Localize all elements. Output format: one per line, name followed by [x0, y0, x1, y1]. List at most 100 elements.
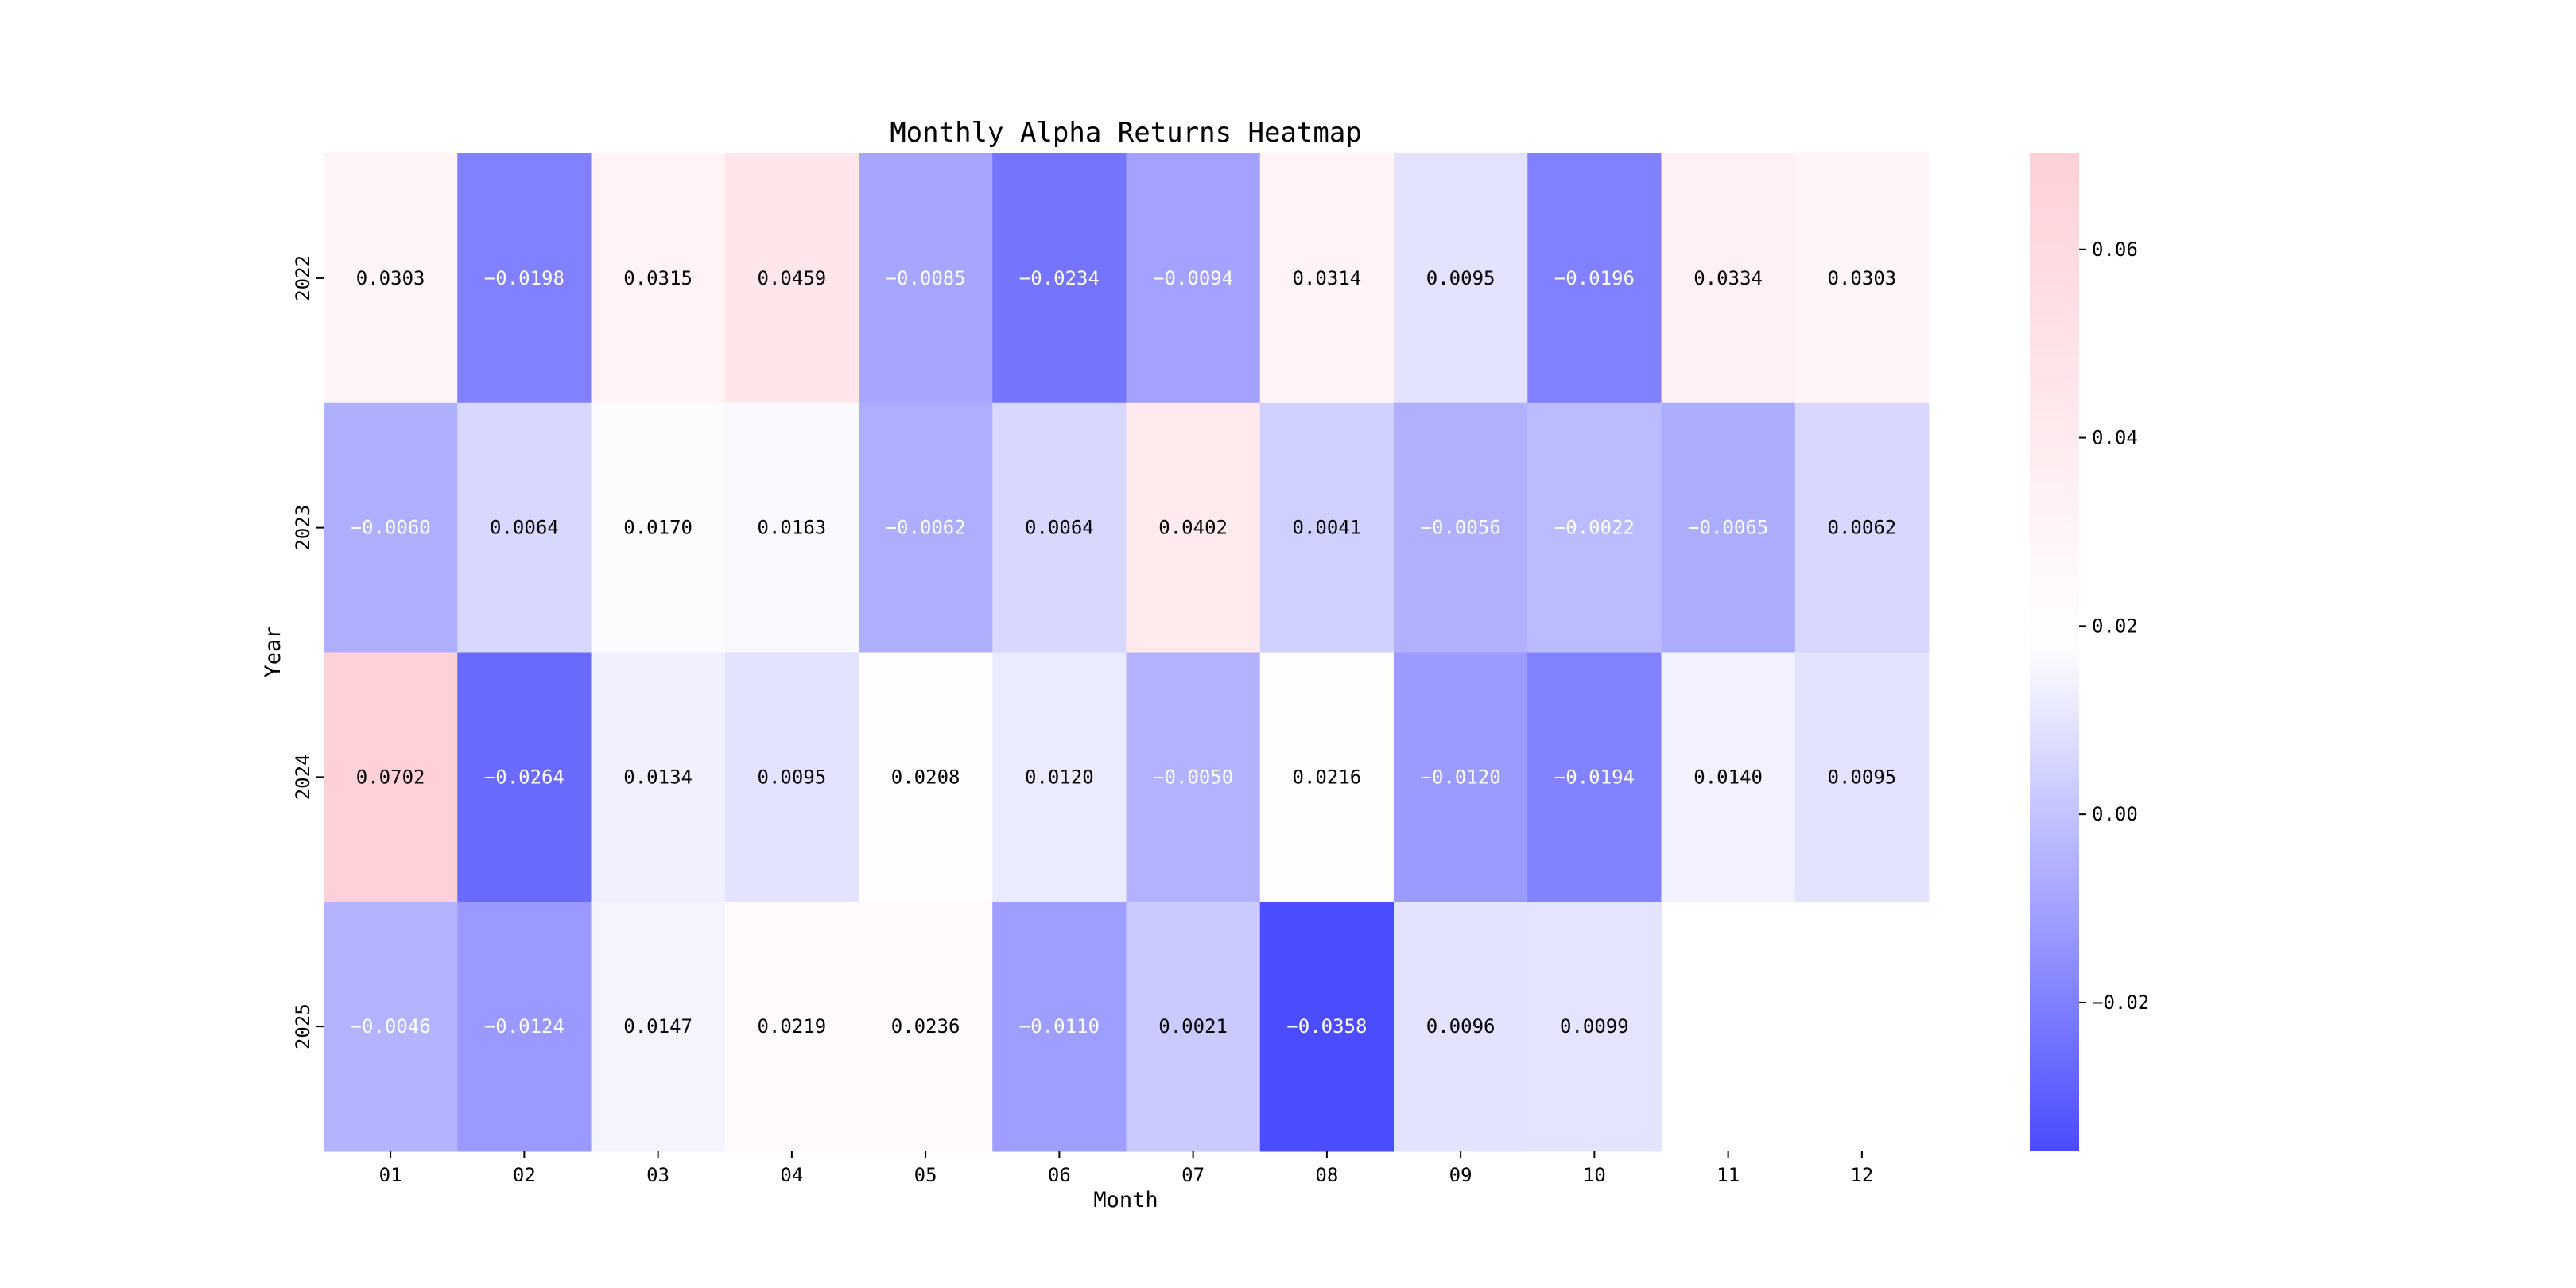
heatmap-cell — [324, 153, 458, 404]
x-tick-label: 09 — [1449, 1164, 1472, 1186]
y-tick-label: 2022 — [292, 255, 314, 301]
cell-value-label: −0.0198 — [484, 267, 564, 289]
colorbar-tick-label: 0.02 — [2092, 615, 2138, 637]
cell-value-label: 0.0134 — [623, 766, 692, 788]
heatmap-cell — [1527, 153, 1662, 404]
cell-value-label: −0.0065 — [1688, 517, 1768, 539]
colorbar-tick-label: −0.02 — [2092, 991, 2149, 1014]
cell-value-label: −0.0194 — [1554, 766, 1635, 788]
heatmap-cell — [324, 402, 458, 653]
cell-value-label: 0.0459 — [758, 267, 827, 289]
heatmap-cell — [724, 402, 859, 653]
cell-value-label: −0.0056 — [1421, 517, 1501, 539]
heatmap-cell — [1126, 402, 1261, 653]
x-tick-label: 01 — [379, 1164, 402, 1186]
heatmap-cell — [859, 402, 993, 653]
cell-value-label: −0.0120 — [1421, 766, 1501, 788]
cell-value-label: 0.0163 — [758, 517, 827, 539]
y-tick-label: 2025 — [292, 1003, 314, 1049]
heatmap-cell — [1394, 402, 1528, 653]
cell-value-label: 0.0140 — [1693, 766, 1763, 788]
x-tick-label: 04 — [780, 1164, 803, 1186]
heatmap-cell — [1259, 402, 1395, 653]
heatmap-cell — [1394, 902, 1528, 1152]
cell-value-label: 0.0219 — [758, 1015, 827, 1038]
x-axis-ticks: 01 02 03 04 05 06 07 08 09 10 11 12 — [379, 1151, 1873, 1186]
heatmap-cell — [1126, 902, 1261, 1152]
y-tick-label: 2024 — [292, 754, 314, 800]
colorbar-ticks: −0.02 0.00 0.02 0.04 0.06 — [2079, 239, 2149, 1014]
cell-value-label: 0.0095 — [758, 766, 827, 788]
cell-value-label: 0.0702 — [356, 766, 425, 788]
cell-value-label: 0.0096 — [1426, 1015, 1496, 1038]
cell-value-label: −0.0060 — [351, 517, 431, 539]
x-tick-label: 07 — [1181, 1164, 1205, 1186]
cell-value-label: 0.0099 — [1560, 1015, 1629, 1038]
heatmap-cell — [1394, 652, 1528, 902]
cell-value-label: 0.0216 — [1293, 766, 1362, 788]
heatmap-cell — [457, 153, 592, 404]
x-tick-label: 06 — [1048, 1164, 1071, 1186]
y-axis-ticks: 2022 2023 2024 2025 — [292, 255, 324, 1049]
cell-value-label: 0.0208 — [891, 766, 960, 788]
cell-value-label: 0.0120 — [1025, 766, 1094, 788]
heatmap-cell — [724, 153, 859, 404]
heatmap-cell — [1126, 153, 1261, 404]
colorbar-tick-label: 0.00 — [2092, 803, 2138, 825]
cell-value-label: 0.0062 — [1828, 517, 1897, 539]
cell-value-label: 0.0315 — [623, 267, 692, 289]
heatmap-cell — [859, 652, 993, 902]
heatmap-cell — [1259, 902, 1395, 1152]
heatmap-cell — [324, 652, 458, 902]
heatmap-cell — [859, 902, 993, 1152]
cell-value-label: −0.0062 — [886, 517, 966, 539]
cell-value-label: −0.0196 — [1554, 267, 1635, 289]
heatmap-cell — [1527, 402, 1662, 653]
heatmap-cells: 0.0303 −0.0198 0.0315 0.0459 −0.0085 −0.0234 −… — [324, 153, 1930, 1152]
heatmap-cell — [457, 402, 592, 653]
x-tick-label: 11 — [1717, 1164, 1740, 1186]
x-tick-label: 08 — [1315, 1164, 1338, 1186]
cell-value-label: −0.0110 — [1019, 1015, 1100, 1038]
x-tick-label: 05 — [914, 1164, 937, 1186]
heatmap-cell — [457, 652, 592, 902]
colorbar-tick-label: 0.06 — [2092, 239, 2138, 261]
cell-value-label: −0.0264 — [484, 766, 564, 788]
heatmap-cell — [1661, 153, 1796, 404]
heatmap-cell — [724, 652, 859, 902]
heatmap-cell — [992, 402, 1127, 653]
x-tick-label: 03 — [646, 1164, 669, 1186]
chart-title: Monthly Alpha Returns Heatmap — [890, 117, 1362, 149]
cell-value-label: 0.0303 — [356, 267, 425, 289]
heatmap-cell — [1661, 402, 1796, 653]
heatmap-cell — [1794, 153, 1930, 404]
cell-value-label: 0.0402 — [1158, 517, 1228, 539]
cell-value-label: −0.0046 — [351, 1015, 431, 1038]
cell-value-label: 0.0021 — [1158, 1015, 1228, 1038]
heatmap-cell — [1259, 153, 1395, 404]
cell-value-label: −0.0050 — [1153, 766, 1233, 788]
heatmap-cell — [1794, 402, 1930, 653]
x-tick-label: 02 — [513, 1164, 536, 1186]
heatmap-cell — [724, 902, 859, 1152]
heatmap-cell — [992, 652, 1127, 902]
y-tick-label: 2023 — [292, 505, 314, 551]
x-tick-label: 10 — [1583, 1164, 1606, 1186]
cell-value-label: 0.0095 — [1828, 766, 1897, 788]
cell-value-label: −0.0124 — [484, 1015, 564, 1038]
colorbar-tick-label: 0.04 — [2092, 427, 2138, 449]
heatmap-cell — [1794, 652, 1930, 902]
y-axis-label: Year — [261, 626, 285, 677]
cell-value-label: 0.0147 — [623, 1015, 692, 1038]
heatmap-cell — [591, 402, 726, 653]
heatmap-cell — [591, 153, 726, 404]
cell-value-label: −0.0085 — [886, 267, 966, 289]
cell-value-label: 0.0303 — [1828, 267, 1897, 289]
heatmap-cell — [859, 153, 993, 404]
heatmap-cell — [457, 902, 592, 1152]
heatmap-cell — [1259, 652, 1395, 902]
heatmap-cell — [1527, 902, 1662, 1152]
cell-value-label: −0.0358 — [1286, 1015, 1367, 1038]
heatmap-cell — [1126, 652, 1261, 902]
